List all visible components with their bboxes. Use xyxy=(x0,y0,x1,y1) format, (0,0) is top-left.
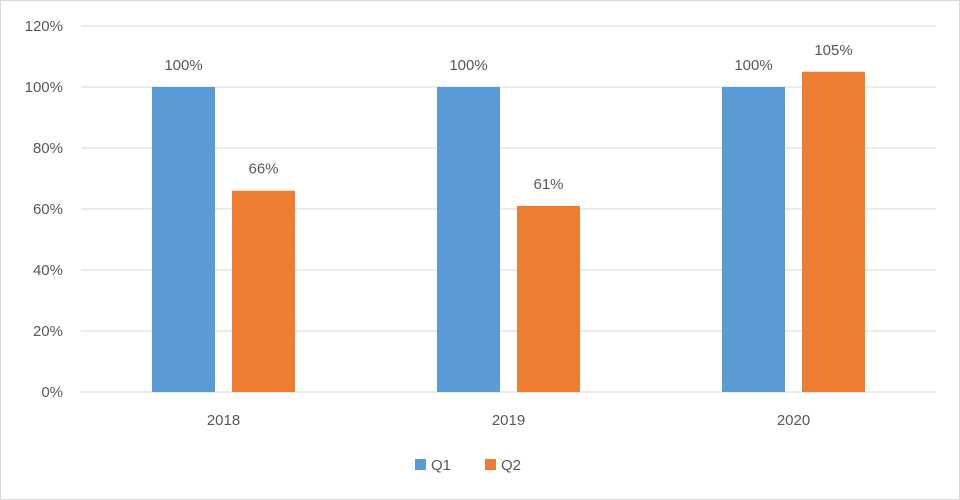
x-axis-tick-labels: 2018 2019 2020 xyxy=(207,412,810,429)
legend-swatch-q1 xyxy=(415,459,426,470)
y-tick-label: 20% xyxy=(33,323,63,340)
y-tick-label: 80% xyxy=(33,140,63,157)
data-label-q2-2020: 105% xyxy=(814,42,852,59)
x-tick-label: 2020 xyxy=(777,412,810,429)
bar-q2-2018 xyxy=(232,190,295,392)
x-tick-label: 2019 xyxy=(492,412,525,429)
y-tick-label: 40% xyxy=(33,262,63,279)
y-axis-tick-labels: 0% 20% 40% 60% 80% 100% 120% xyxy=(25,18,63,401)
bar-q1-2020 xyxy=(722,87,785,392)
bar-q2-2019 xyxy=(517,205,580,392)
legend: Q1 Q2 xyxy=(415,457,521,474)
data-label-q1-2020: 100% xyxy=(734,57,772,74)
x-tick-label: 2018 xyxy=(207,412,240,429)
bar-q1-2019 xyxy=(437,87,500,392)
y-tick-label: 100% xyxy=(25,79,63,96)
y-tick-label: 0% xyxy=(41,384,63,401)
data-label-q2-2018: 66% xyxy=(248,161,278,178)
y-tick-label: 120% xyxy=(25,18,63,35)
legend-label-q1: Q1 xyxy=(431,457,451,474)
data-labels: 100% 66% 100% 61% 100% 105% xyxy=(164,42,852,193)
data-label-q1-2019: 100% xyxy=(449,57,487,74)
y-tick-label: 60% xyxy=(33,201,63,218)
legend-label-q2: Q2 xyxy=(501,457,521,474)
legend-swatch-q2 xyxy=(485,459,496,470)
bar-q2-2020 xyxy=(802,71,865,392)
bar-q1-2018 xyxy=(152,87,215,392)
data-label-q1-2018: 100% xyxy=(164,57,202,74)
data-label-q2-2019: 61% xyxy=(533,176,563,193)
gridlines xyxy=(81,25,936,393)
bars xyxy=(152,71,865,392)
